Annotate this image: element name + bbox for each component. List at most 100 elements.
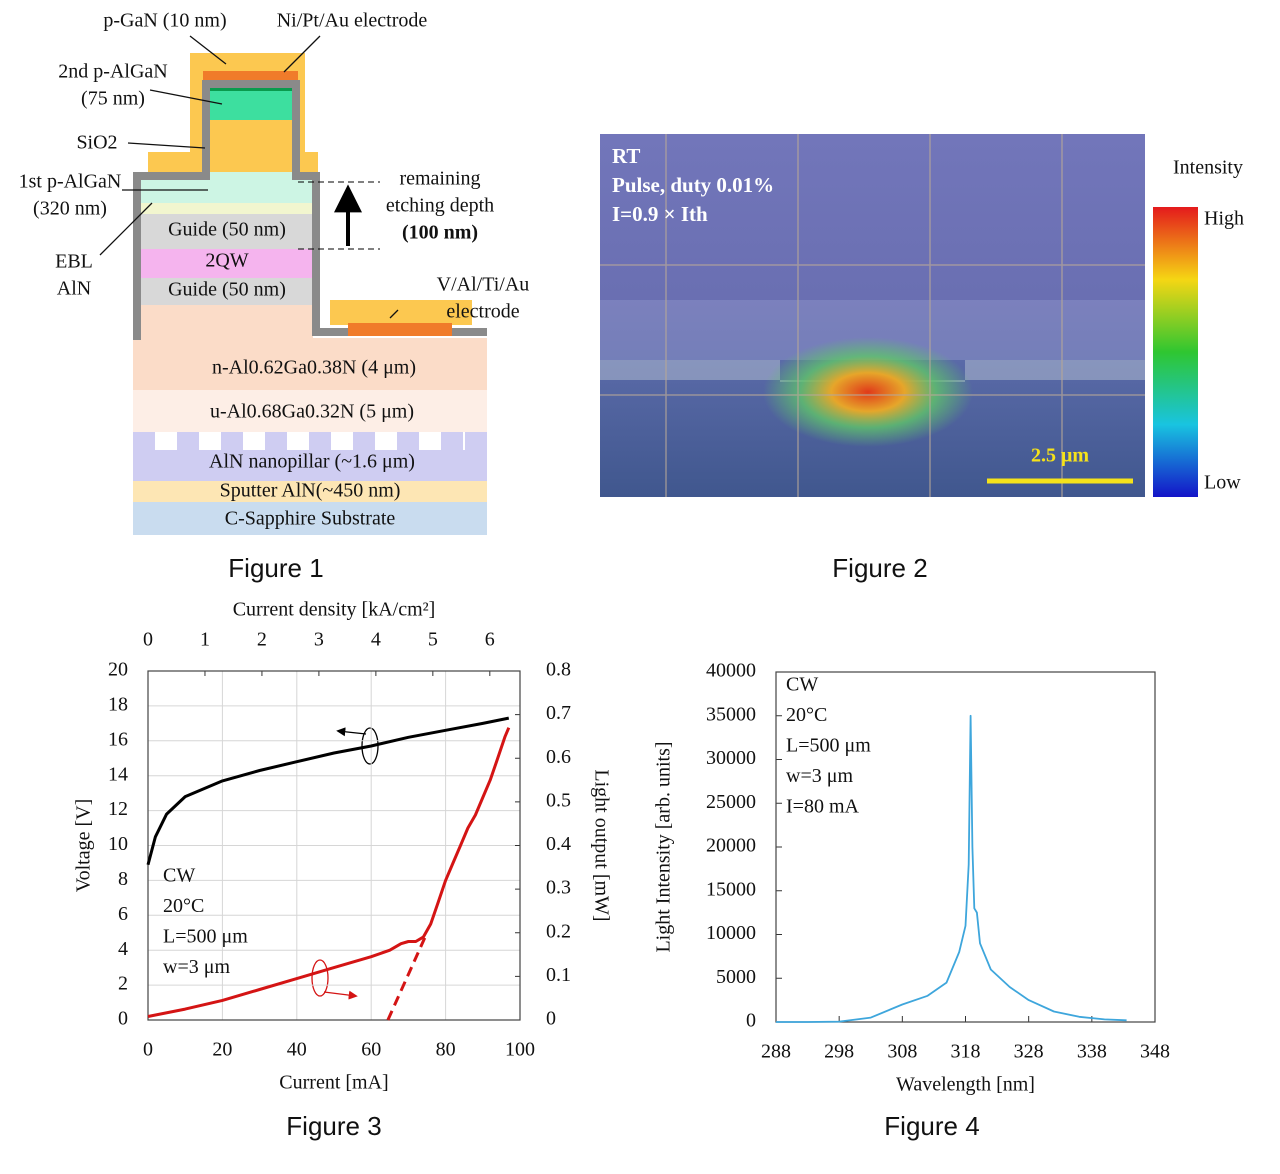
annotation: L=500 μm xyxy=(786,735,871,757)
y-tick-label: 25000 xyxy=(706,791,756,813)
label: Sputter AlN(~450 nm) xyxy=(220,480,401,502)
caption: Figure 1 xyxy=(228,553,323,583)
data-line xyxy=(147,727,511,1018)
y2-tick-label: 0.4 xyxy=(546,833,571,855)
y-tick-label: 30000 xyxy=(706,747,756,769)
label: u-Al0.68Ga0.32N (5 μm) xyxy=(210,401,414,423)
y2-tick-label: 0.5 xyxy=(546,789,571,811)
y2-tick-label: 0.8 xyxy=(546,659,571,681)
image-grid xyxy=(600,134,1145,497)
data-line xyxy=(146,716,510,866)
y2-tick-label: 0.1 xyxy=(546,964,571,986)
colorbar-title: Intensity xyxy=(1173,157,1243,179)
scale-bar-label: 2.5 μm xyxy=(1031,445,1089,467)
data-line xyxy=(776,714,1127,1023)
y-tick-label: 8 xyxy=(118,868,128,890)
layer xyxy=(141,203,313,214)
label: AlN nanopillar (~1.6 μm) xyxy=(209,451,415,473)
y-tick-label: 5000 xyxy=(716,966,756,988)
x-tick-label: 80 xyxy=(436,1039,456,1061)
device-structure: p-GaN (10 nm) Ni/Pt/Au electrode 2nd p-A… xyxy=(19,10,530,583)
labels: p-GaN (10 nm) Ni/Pt/Au electrode 2nd p-A… xyxy=(19,10,530,530)
marker xyxy=(361,727,379,765)
y-axis-label: Voltage [V] xyxy=(73,799,95,893)
condition: RT xyxy=(612,144,640,168)
x-axis-label: Current [mA] xyxy=(279,1072,388,1094)
x2-axis-label: Current density [kA/cm²] xyxy=(233,599,436,621)
electrode xyxy=(203,71,298,80)
condition: Pulse, duty 0.01% xyxy=(612,173,774,197)
label: C-Sapphire Substrate xyxy=(225,508,396,530)
caption: Figure 3 xyxy=(286,1111,381,1141)
label: p-GaN (10 nm) xyxy=(103,10,226,32)
y-tick-label: 20000 xyxy=(706,835,756,857)
sem-layer xyxy=(600,360,1145,382)
y-tick-label: 2 xyxy=(118,973,128,995)
label: AlN xyxy=(57,278,91,300)
x2-tick-label: 0 xyxy=(143,629,153,651)
caption: Figure 2 xyxy=(832,553,927,583)
electrode xyxy=(330,300,472,325)
marker xyxy=(323,990,358,1000)
near-field-image: RT Pulse, duty 0.01% I=0.9 × Ith 2.5 μm … xyxy=(600,134,1244,583)
label: (75 nm) xyxy=(81,88,145,110)
layer xyxy=(133,481,487,502)
plot-frame xyxy=(775,671,1156,1023)
x2-tick-label: 2 xyxy=(257,629,267,651)
x-tick-label: 308 xyxy=(887,1041,917,1063)
x-tick-label: 100 xyxy=(505,1039,535,1061)
layer xyxy=(133,338,487,390)
y-tick-label: 14 xyxy=(108,763,128,785)
x-tick-label: 20 xyxy=(212,1039,232,1061)
label: 2nd p-AlGaN xyxy=(58,61,167,83)
annotation: CW xyxy=(163,865,195,887)
y2-axis-label: Light output [mW] xyxy=(590,769,612,921)
electrode xyxy=(348,323,452,336)
layer xyxy=(133,502,487,535)
y-tick-label: 15000 xyxy=(706,878,756,900)
plot-frame xyxy=(147,670,521,1021)
label: etching depth xyxy=(386,195,494,217)
x-tick-label: 348 xyxy=(1140,1041,1170,1063)
annotation: 20°C xyxy=(786,704,827,726)
label: (320 nm) xyxy=(33,198,107,220)
annotation: L=500 μm xyxy=(163,926,248,948)
y-tick-label: 18 xyxy=(108,693,128,715)
y-tick-label: 10 xyxy=(108,833,128,855)
x2-tick-label: 6 xyxy=(485,629,495,651)
y-tick-label: 0 xyxy=(118,1008,128,1030)
y2-tick-label: 0.6 xyxy=(546,746,571,768)
y-tick-label: 10000 xyxy=(706,922,756,944)
layer xyxy=(133,450,487,481)
label: EBL xyxy=(55,251,93,273)
annotation: I=80 mA xyxy=(786,796,859,818)
y2-tick-label: 0.7 xyxy=(546,702,571,724)
label: electrode xyxy=(446,301,519,323)
annotation: 20°C xyxy=(163,895,204,917)
y-tick-label: 4 xyxy=(118,938,128,960)
y2-tick-label: 0.2 xyxy=(546,920,571,942)
label: 1st p-AlGaN xyxy=(19,171,122,193)
pillars xyxy=(133,432,487,452)
colorbar xyxy=(1153,207,1198,497)
y-tick-label: 16 xyxy=(108,728,128,750)
layer xyxy=(141,278,313,305)
marker xyxy=(311,959,329,997)
label: Guide (50 nm) xyxy=(168,279,286,301)
leader-lines xyxy=(99,35,399,319)
y2-tick-label: 0.3 xyxy=(546,877,571,899)
axis-markers xyxy=(311,727,379,1000)
marker xyxy=(336,727,367,737)
caption: Figure 4 xyxy=(884,1111,979,1141)
layer xyxy=(210,90,292,120)
y-tick-label: 20 xyxy=(108,659,128,681)
layer xyxy=(141,249,313,278)
y-tick-label: 12 xyxy=(108,798,128,820)
layer xyxy=(133,390,487,432)
layer xyxy=(141,214,313,249)
y-tick-label: 0 xyxy=(746,1010,756,1032)
annotation: CW xyxy=(786,674,818,696)
x-tick-label: 0 xyxy=(143,1039,153,1061)
layer xyxy=(141,180,313,203)
x-axis-label: Wavelength [nm] xyxy=(896,1074,1035,1096)
